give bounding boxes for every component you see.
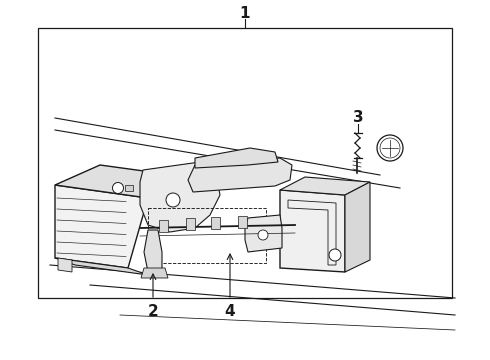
Circle shape (258, 230, 268, 240)
Polygon shape (141, 268, 168, 278)
Polygon shape (140, 162, 220, 232)
Bar (238, 216, 247, 228)
Polygon shape (280, 190, 345, 272)
Polygon shape (195, 148, 278, 168)
Text: 3: 3 (353, 111, 363, 126)
Text: 2: 2 (147, 305, 158, 320)
Circle shape (377, 135, 403, 161)
Polygon shape (55, 185, 148, 268)
Polygon shape (188, 158, 292, 192)
Polygon shape (245, 215, 282, 252)
Bar (159, 220, 168, 232)
Bar (38, 28, 452, 298)
Polygon shape (144, 230, 162, 272)
Bar (186, 218, 195, 230)
Text: 4: 4 (225, 305, 235, 320)
Bar (125, 185, 133, 191)
Circle shape (166, 193, 180, 207)
Polygon shape (55, 258, 148, 275)
Bar (148, 208, 266, 263)
Circle shape (329, 249, 341, 261)
Polygon shape (280, 177, 370, 195)
Polygon shape (55, 165, 195, 198)
Text: 1: 1 (240, 5, 250, 21)
Circle shape (113, 183, 123, 194)
Polygon shape (58, 258, 72, 272)
Bar (211, 217, 220, 229)
Polygon shape (345, 182, 370, 272)
